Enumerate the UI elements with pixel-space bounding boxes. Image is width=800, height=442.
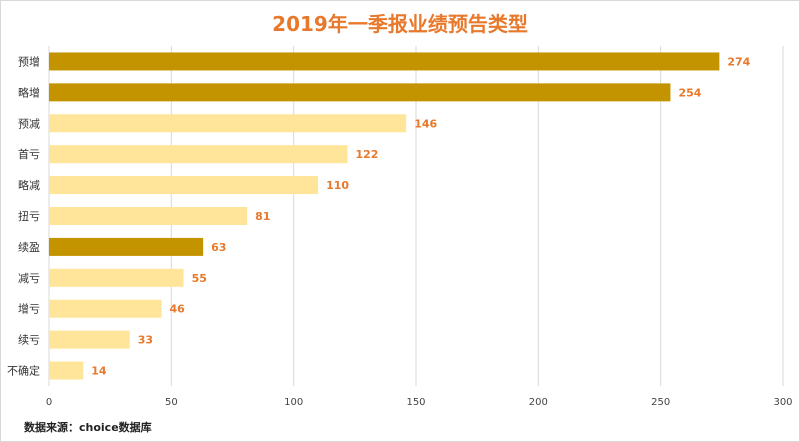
x-tick-label: 0 xyxy=(46,397,52,408)
data-label: 63 xyxy=(211,241,226,254)
category-label: 略减 xyxy=(18,178,40,192)
data-label: 81 xyxy=(255,210,270,223)
bar xyxy=(49,299,162,318)
x-tick-label: 50 xyxy=(165,397,178,408)
category-label: 预增 xyxy=(18,54,40,68)
data-label: 110 xyxy=(326,179,349,192)
data-label: 46 xyxy=(170,303,186,316)
source-note: 数据来源：choice数据库 xyxy=(24,421,152,434)
bar xyxy=(49,237,204,256)
category-label: 首亏 xyxy=(18,147,40,161)
bar xyxy=(49,145,348,164)
category-label: 略增 xyxy=(18,85,40,99)
category-label: 不确定 xyxy=(7,364,40,378)
bar xyxy=(49,268,184,287)
category-label: 预减 xyxy=(18,117,40,130)
bar xyxy=(49,176,319,195)
x-tick-label: 300 xyxy=(773,397,792,408)
category-label: 增亏 xyxy=(18,302,40,316)
bar xyxy=(49,330,130,349)
bar xyxy=(49,114,407,133)
data-label: 146 xyxy=(414,117,437,130)
data-label: 254 xyxy=(678,86,701,99)
data-label: 55 xyxy=(192,272,207,285)
chart-title: 2019年一季报业绩预告类型 xyxy=(272,12,528,36)
bar xyxy=(49,207,248,225)
bar xyxy=(49,361,84,380)
category-label: 续盈 xyxy=(18,240,40,254)
x-tick-label: 200 xyxy=(529,397,548,408)
bar xyxy=(49,83,671,102)
category-label: 续亏 xyxy=(18,333,40,347)
x-tick-label: 150 xyxy=(406,397,425,408)
data-label: 122 xyxy=(355,148,378,161)
category-label: 减亏 xyxy=(18,272,40,285)
x-tick-label: 250 xyxy=(651,397,670,408)
data-label: 274 xyxy=(727,55,750,68)
bar xyxy=(49,52,720,71)
data-label: 14 xyxy=(91,365,107,378)
data-label: 33 xyxy=(138,334,153,347)
category-label: 扭亏 xyxy=(18,209,40,223)
x-tick-label: 100 xyxy=(284,397,303,408)
